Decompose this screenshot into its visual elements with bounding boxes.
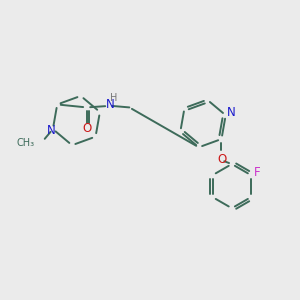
Text: N: N	[47, 124, 56, 137]
Text: N: N	[106, 98, 115, 111]
Text: CH₃: CH₃	[17, 138, 35, 148]
Text: N: N	[226, 106, 236, 119]
Text: O: O	[82, 122, 91, 134]
Text: F: F	[254, 166, 261, 179]
Text: O: O	[218, 152, 227, 166]
Text: H: H	[110, 93, 118, 103]
